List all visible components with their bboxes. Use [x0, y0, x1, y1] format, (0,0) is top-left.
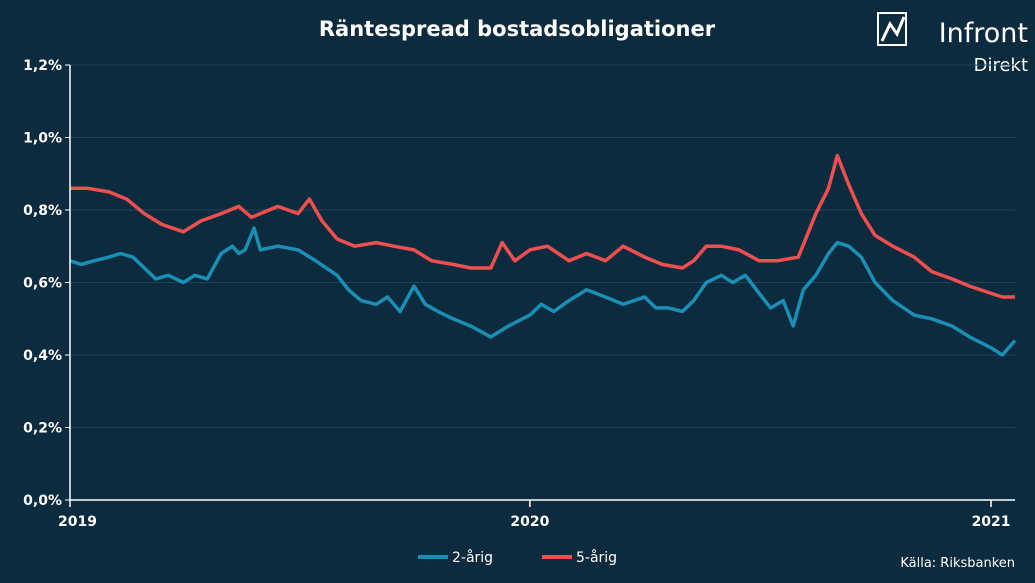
y-tick-label: 0,8% [23, 203, 62, 219]
y-tick-label: 1,2% [23, 58, 62, 74]
legend-label-2arig: 2-årig [452, 549, 493, 566]
logo-icon [877, 12, 907, 46]
series-line-5arig [70, 153, 1015, 299]
infront-logo: Infront Direkt [877, 12, 1028, 76]
x-tick-label: 2020 [510, 514, 549, 530]
y-tick-label: 1,0% [23, 131, 62, 147]
logo-icon-mark [880, 16, 906, 42]
axis-layer: 0,0% 0,2% 0,4% 0,6% 0,8% 1,0% 1,2% 2019 2020 2021 [23, 58, 1015, 530]
series-layer [69, 153, 1017, 357]
y-tick-label: 0,2% [23, 421, 62, 437]
source-text: Källa: Riksbanken [900, 556, 1015, 571]
legend-label-5arig: 5-årig [576, 549, 617, 566]
legend: 2-årig 5-årig [418, 549, 617, 566]
y-tick-label: 0,0% [23, 493, 62, 509]
series-line-2arig [69, 226, 1017, 357]
chart-title: Räntespread bostadsobligationer [319, 17, 716, 41]
logo-text: Infront [939, 18, 1028, 49]
y-tick-label: 0,4% [23, 348, 62, 364]
x-tick-label: 2021 [972, 514, 1011, 530]
x-tick-label: 2019 [58, 514, 97, 530]
y-tick-label: 0,6% [23, 276, 62, 292]
